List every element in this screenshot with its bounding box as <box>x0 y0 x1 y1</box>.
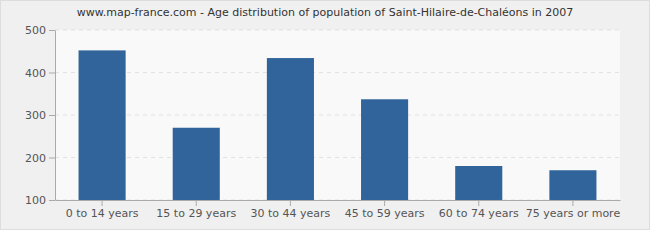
tick: 75 years or more <box>526 200 621 220</box>
axis-line <box>56 200 621 201</box>
tick-mark <box>478 200 479 206</box>
tick-mark <box>572 200 573 206</box>
tick-label: 200 <box>25 152 46 165</box>
bar <box>79 50 126 200</box>
tick-label: 400 <box>25 67 46 80</box>
tick-label: 0 to 14 years <box>66 207 139 220</box>
tick: 0 to 14 years <box>66 200 139 220</box>
tick-mark <box>49 30 55 31</box>
tick-label: 100 <box>25 194 46 207</box>
bar <box>361 99 408 200</box>
tick: 60 to 74 years <box>439 200 519 220</box>
tick-label: 15 to 29 years <box>156 207 236 220</box>
tick-mark <box>290 200 291 206</box>
tick-mark <box>196 200 197 206</box>
tick-mark <box>49 115 55 116</box>
chart: www.map-france.com - Age distribution of… <box>0 0 650 230</box>
tick-mark <box>49 73 55 74</box>
grid-line <box>55 200 620 201</box>
tick-label: 300 <box>25 109 46 122</box>
tick: 30 to 44 years <box>251 200 331 220</box>
y-axis: 100 200 300 400 500 <box>25 24 56 207</box>
tick-mark <box>49 200 55 201</box>
background <box>1 1 650 230</box>
tick-label: 500 <box>25 24 46 37</box>
plot-area <box>55 30 620 200</box>
grid-line <box>55 72 620 73</box>
tick: 300 <box>25 109 55 122</box>
tick: 45 to 59 years <box>345 200 425 220</box>
tick-mark <box>102 200 103 206</box>
title: www.map-france.com - Age distribution of… <box>77 6 574 19</box>
bar <box>173 128 220 200</box>
tick-label: 45 to 59 years <box>345 207 425 220</box>
tick-mark <box>384 200 385 206</box>
tick-label: 75 years or more <box>526 207 621 220</box>
bar <box>267 58 314 200</box>
tick-label: 30 to 44 years <box>251 207 331 220</box>
tick: 400 <box>25 67 55 80</box>
grid-line <box>55 115 620 116</box>
tick: 200 <box>25 152 55 165</box>
bar <box>549 170 596 200</box>
bars <box>79 50 597 200</box>
tick-mark <box>49 158 55 159</box>
grid-line <box>55 157 620 158</box>
grid-line <box>55 30 620 31</box>
x-axis: 0 to 14 years 15 to 29 years 30 to 44 year… <box>56 200 621 220</box>
grid <box>55 30 620 200</box>
tick: 15 to 29 years <box>156 200 236 220</box>
tick: 500 <box>25 24 55 37</box>
bar <box>455 166 502 200</box>
axis-line <box>55 31 56 201</box>
plot: 100 200 300 400 500 0 to 14 years 15 to 29 yea… <box>25 24 621 220</box>
tick: 100 <box>25 194 55 207</box>
tick-label: 60 to 74 years <box>439 207 519 220</box>
